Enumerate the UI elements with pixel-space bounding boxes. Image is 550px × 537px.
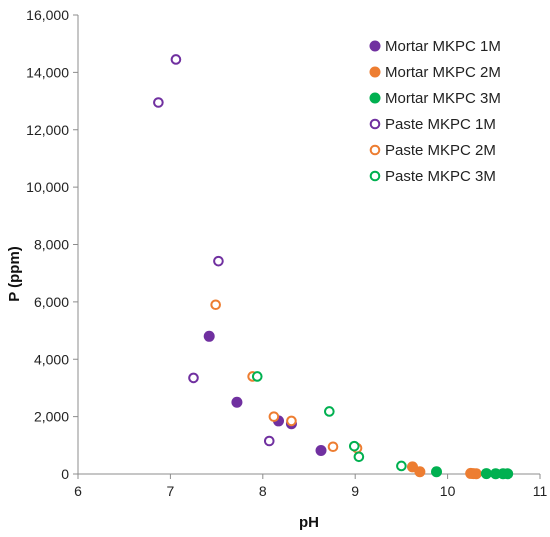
x-axis-title: pH [299, 514, 319, 531]
y-tick-label: 2,000 [34, 409, 69, 425]
y-tick-label: 14,000 [26, 64, 69, 80]
point-mortar-mkpc-3m [502, 468, 514, 480]
legend: Mortar MKPC 1M Mortar MKPC 2M Mortar MKPC … [369, 38, 501, 185]
legend-marker-mortar-mkpc-2m [369, 66, 381, 78]
legend-label-paste-mkpc-3m: Paste MKPC 3M [385, 168, 496, 185]
point-mortar-mkpc-2m [470, 468, 482, 480]
point-paste-mkpc-1m [263, 435, 275, 447]
y-tick-label: 8,000 [34, 237, 69, 253]
axes [77, 15, 540, 475]
x-axis-ticks: 6 7 8 9 10 11 [74, 474, 547, 499]
legend-label-mortar-mkpc-3m: Mortar MKPC 3M [385, 90, 501, 107]
legend-label-paste-mkpc-2m: Paste MKPC 2M [385, 142, 496, 159]
point-mortar-mkpc-2m [414, 466, 426, 478]
x-tick-label: 8 [259, 483, 267, 499]
y-axis-ticks: 0 2,000 4,000 6,000 8,000 10,000 12,000 14,000 1… [26, 7, 78, 482]
y-tick-label: 0 [61, 466, 69, 482]
y-tick-label: 10,000 [26, 179, 69, 195]
y-tick-label: 12,000 [26, 122, 69, 138]
x-tick-label: 6 [74, 483, 82, 499]
legend-label-mortar-mkpc-2m: Mortar MKPC 2M [385, 64, 501, 81]
y-tick-label: 4,000 [34, 351, 69, 367]
x-tick-label: 9 [351, 483, 359, 499]
point-paste-mkpc-3m [348, 440, 360, 452]
legend-label-mortar-mkpc-1m: Mortar MKPC 1M [385, 38, 501, 55]
point-paste-mkpc-2m [286, 415, 297, 427]
point-paste-mkpc-1m [213, 255, 224, 267]
point-paste-mkpc-3m [353, 451, 365, 463]
x-tick-label: 11 [533, 483, 548, 499]
point-paste-mkpc-2m [268, 411, 280, 422]
point-mortar-mkpc-3m [480, 468, 492, 480]
legend-marker-mortar-mkpc-3m [369, 92, 381, 104]
point-paste-mkpc-1m [188, 372, 199, 384]
y-axis-title: P (ppm) [6, 246, 23, 302]
point-mortar-mkpc-1m [203, 330, 215, 342]
legend-label-paste-mkpc-1m: Paste MKPC 1M [385, 116, 496, 133]
point-paste-mkpc-1m [170, 54, 182, 65]
point-paste-mkpc-3m [324, 406, 335, 417]
y-tick-label: 6,000 [34, 294, 69, 310]
x-tick-label: 10 [440, 483, 456, 499]
point-mortar-mkpc-3m [431, 466, 443, 478]
data-points [153, 54, 514, 480]
point-paste-mkpc-1m [153, 97, 164, 108]
legend-marker-paste-mkpc-3m [369, 170, 381, 182]
legend-marker-paste-mkpc-2m [369, 144, 381, 156]
point-mortar-mkpc-1m [231, 396, 243, 408]
point-paste-mkpc-2m [210, 299, 221, 311]
x-tick-label: 7 [167, 483, 175, 499]
point-paste-mkpc-3m [396, 460, 407, 472]
y-tick-label: 16,000 [26, 7, 69, 23]
legend-marker-paste-mkpc-1m [369, 118, 381, 130]
point-mortar-mkpc-1m [315, 444, 327, 456]
point-paste-mkpc-2m [327, 441, 339, 453]
legend-marker-mortar-mkpc-1m [369, 40, 381, 52]
point-paste-mkpc-3m [251, 371, 263, 382]
